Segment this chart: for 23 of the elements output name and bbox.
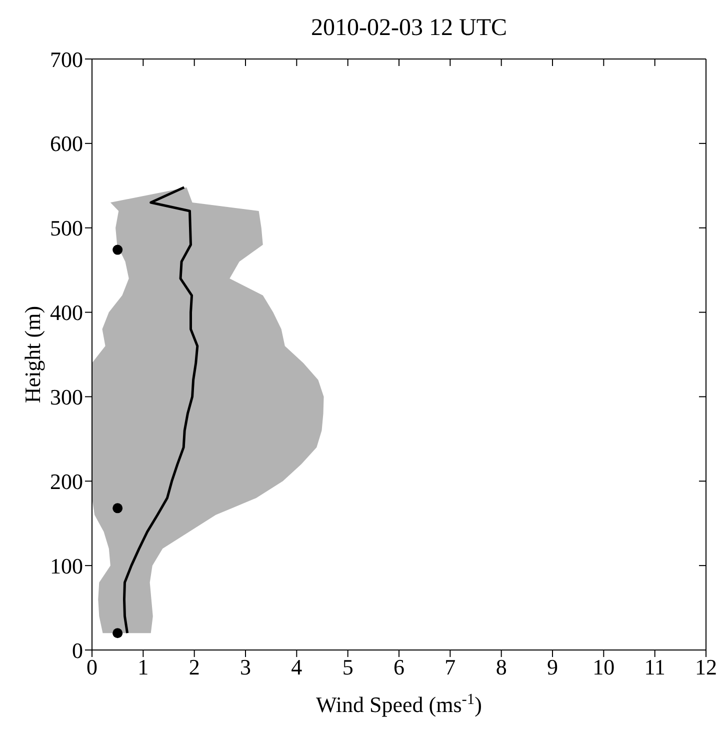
x-tick-label: 11: [644, 654, 666, 680]
x-tick-label: 8: [496, 654, 507, 680]
x-tick-label: 5: [342, 654, 354, 680]
x-tick-label: 6: [394, 654, 404, 680]
x-tick-label: 2: [188, 654, 200, 680]
x-tick-label: 3: [240, 654, 251, 680]
y-tick-label: 100: [50, 553, 83, 578]
x-axis-title: Wind Speed (ms$^{-1}$): [316, 690, 482, 717]
y-axis-title: Height (m): [20, 306, 45, 404]
y-tick-label: 700: [50, 46, 83, 72]
x-tick-label: 4: [291, 654, 302, 680]
x-tick-label: 1: [138, 654, 149, 680]
x-tick-label: 7: [444, 654, 456, 680]
y-tick-label: 400: [50, 300, 83, 326]
y-tick-label: 500: [50, 216, 83, 241]
x-tick-label: 9: [547, 654, 558, 680]
y-tick-label: 300: [50, 384, 83, 410]
chart-title: 2010-02-03 12 UTC: [310, 14, 508, 43]
y-tick-label: 200: [50, 468, 83, 494]
x-tick-label: 10: [592, 654, 615, 680]
y-tick-label: 600: [50, 131, 83, 156]
y-tick-label: 0: [72, 638, 83, 663]
x-tick-label: 12: [695, 654, 717, 680]
